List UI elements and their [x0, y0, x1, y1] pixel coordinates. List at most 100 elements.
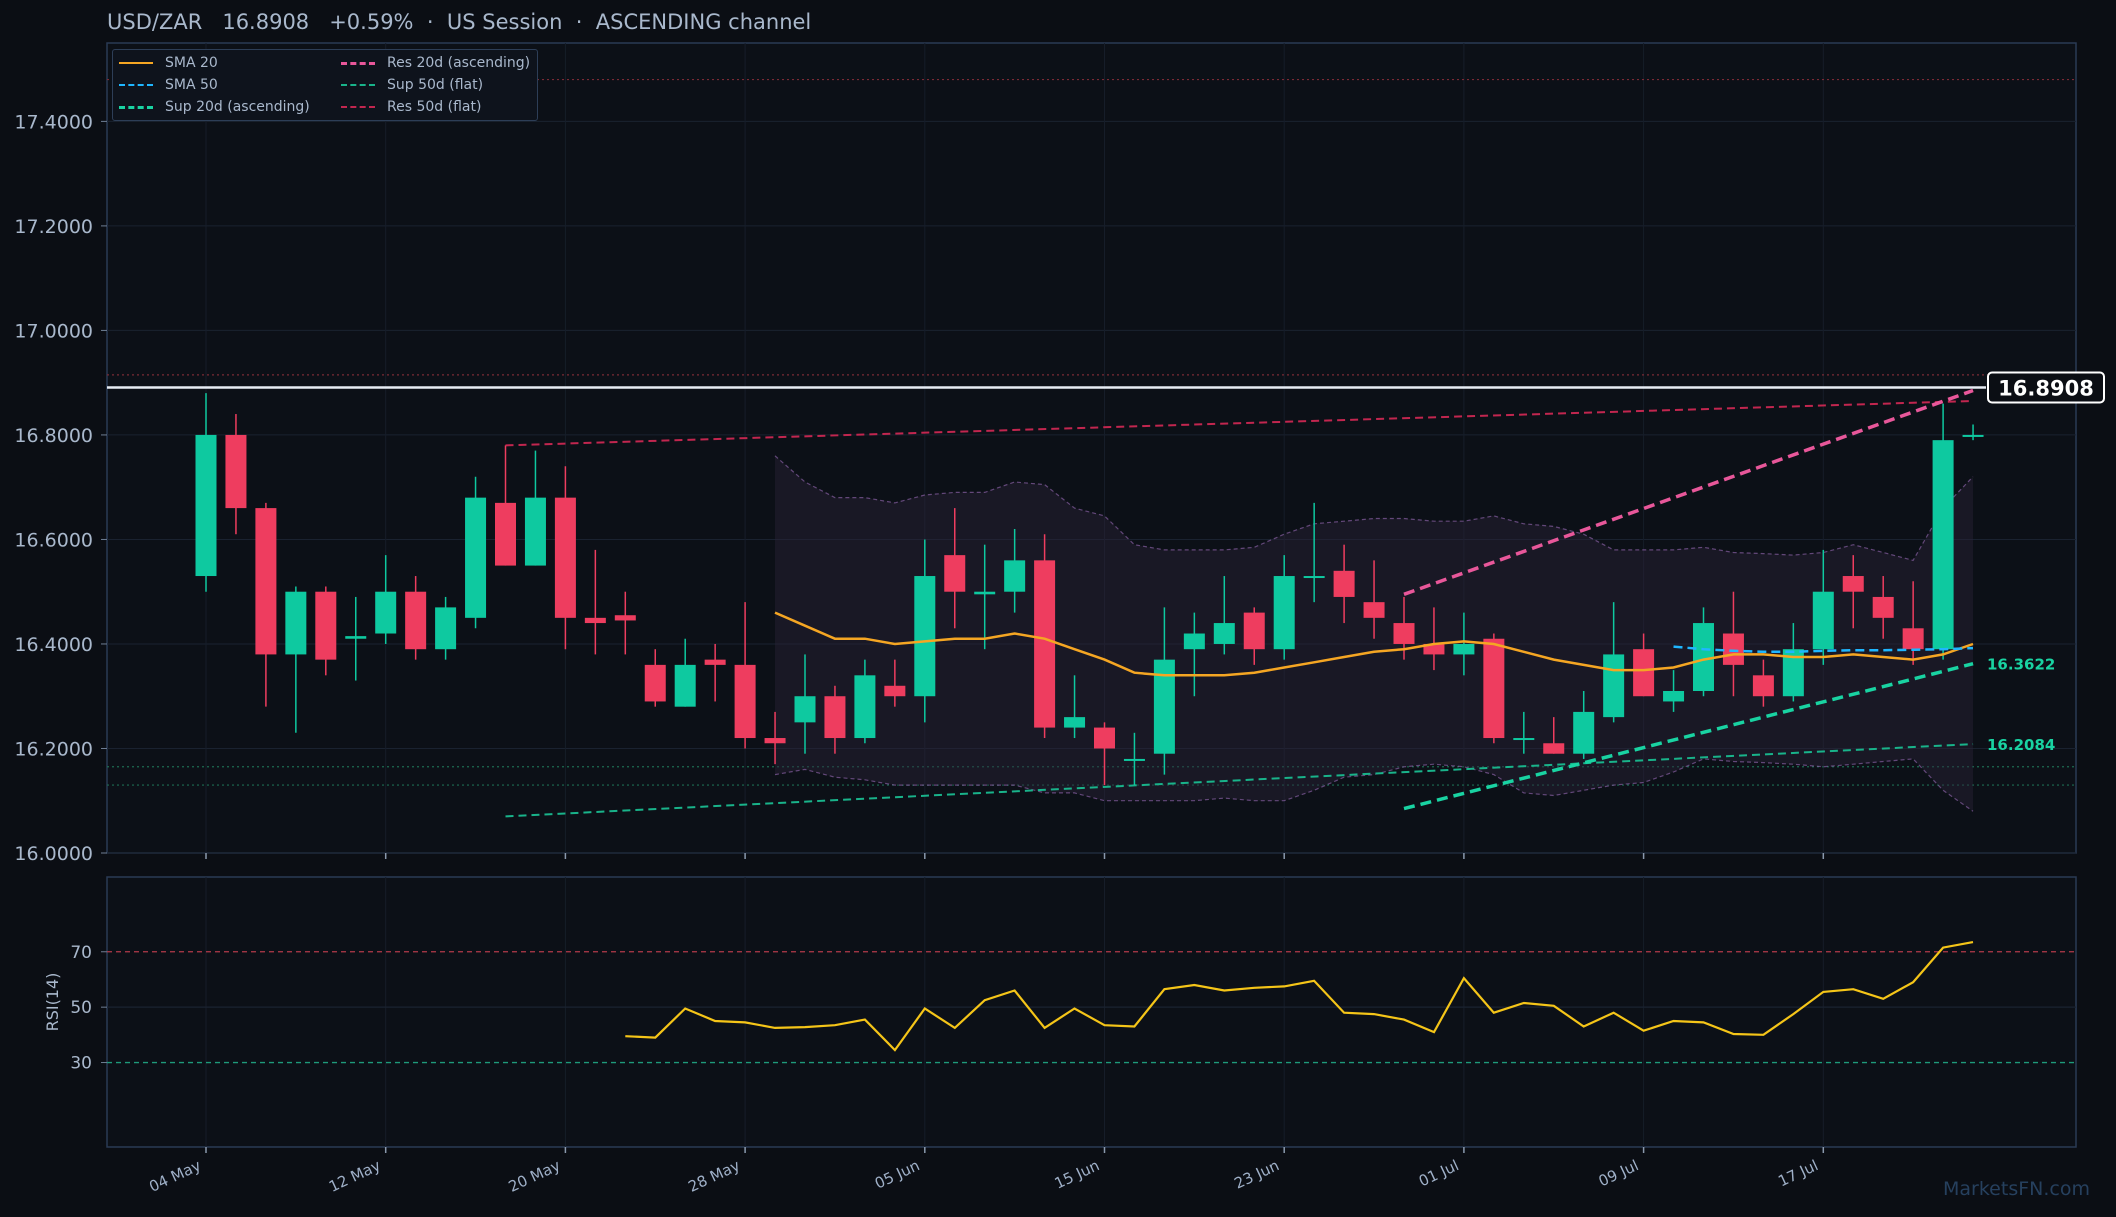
rsi-tick-label: 70: [70, 943, 92, 963]
candle-bear: [495, 445, 516, 566]
candle-body: [974, 591, 996, 595]
candle-body: [1034, 560, 1056, 728]
x-tick-label: 05 Jun: [872, 1156, 922, 1192]
candle-bull: [465, 476, 487, 629]
candle-bear: [1363, 560, 1385, 639]
candle-bear: [255, 502, 277, 707]
y-tick-label: 16.6000: [14, 529, 93, 551]
last-price-badge: [1987, 371, 2105, 404]
x-tick-label: 17 Jul: [1775, 1156, 1821, 1190]
candle-body: [674, 664, 696, 707]
candle-bull: [195, 393, 217, 592]
candle-body: [824, 696, 846, 739]
sup-20d-label: 16.3622: [1987, 656, 2055, 674]
candle-bear: [1752, 659, 1774, 707]
candle-bull: [1573, 691, 1595, 759]
rsi-line: [625, 941, 1974, 1052]
y-tick-label: 16.4000: [14, 634, 93, 656]
candle-bear: [1543, 717, 1565, 754]
candle-body: [554, 497, 576, 618]
candle-body: [1243, 612, 1265, 650]
rsi-tick-label: 30: [70, 1054, 92, 1074]
candle-bear: [225, 414, 247, 535]
candle-body: [225, 434, 247, 509]
candle-body: [584, 617, 606, 624]
candle-body: [255, 508, 277, 655]
x-tick-label: 01 Jul: [1416, 1156, 1462, 1190]
rsi-axis-label: RSI(14): [43, 973, 62, 1032]
candle-body: [884, 685, 906, 697]
candle-bull: [974, 544, 996, 650]
y-tick-label: 17.2000: [14, 216, 93, 238]
candle-body: [1932, 440, 1954, 650]
candle-bear: [704, 643, 726, 702]
candle-body: [614, 615, 636, 621]
last-price-label: 16.8908: [1998, 376, 2094, 400]
legend-swatch: [341, 106, 375, 108]
candle-body: [1333, 570, 1355, 597]
candle-bull: [1782, 623, 1804, 702]
legend-label: SMA 20: [165, 55, 218, 71]
legend-label: Res 20d (ascending): [387, 55, 531, 71]
candle-body: [944, 555, 966, 592]
candle-body: [1393, 623, 1415, 644]
candle-bear: [1333, 544, 1355, 624]
candle-body: [285, 591, 307, 655]
x-tick-label: 23 Jun: [1231, 1156, 1281, 1192]
candle-body: [794, 696, 816, 723]
candle-body: [495, 502, 516, 566]
candle-body: [1064, 717, 1086, 728]
candle-body: [1543, 743, 1565, 754]
candle-body: [1573, 711, 1595, 754]
x-tick-label: 28 May: [685, 1156, 742, 1196]
x-tick-label: 04 May: [146, 1156, 203, 1196]
y-tick-label: 16.0000: [14, 843, 93, 865]
candle-bear: [734, 602, 756, 749]
candle-bull: [1004, 529, 1026, 613]
candle-bear: [1483, 633, 1505, 744]
candle-bull: [1064, 675, 1086, 739]
candle-bull: [914, 539, 936, 723]
candle-bull: [1123, 732, 1145, 786]
candle-bull: [524, 450, 546, 566]
legend-swatch: [119, 106, 153, 109]
rsi-panel-frame: [106, 876, 2077, 1148]
candle-body: [734, 664, 756, 739]
res-50d-flat-line: [505, 399, 1974, 447]
rsi-tick-label: 50: [70, 998, 92, 1018]
candle-bull: [345, 596, 367, 681]
candle-bear: [824, 685, 846, 754]
res-20d-ascending-line: [1403, 388, 1974, 596]
candle-body: [345, 636, 367, 639]
candle-body: [1483, 638, 1505, 739]
sup-50d-label: 16.2084: [1987, 736, 2055, 754]
candle-bull: [1663, 670, 1685, 712]
candle-bull: [1273, 555, 1295, 660]
candle-bull: [285, 586, 307, 733]
legend-label: Sup 50d (flat): [387, 77, 484, 93]
candle-body: [1603, 654, 1625, 718]
candle-body: [195, 434, 217, 577]
candle-bear: [1722, 591, 1744, 697]
candle-body: [1693, 623, 1714, 691]
candle-bear: [1243, 607, 1265, 665]
rsi-panel: 30 50 70 RSI(14): [43, 876, 2077, 1148]
candle-bear: [944, 508, 966, 629]
candle-body: [764, 738, 786, 744]
candle-body: [1812, 591, 1834, 650]
y-tick-label: 16.2000: [14, 738, 93, 760]
candle-body: [375, 591, 397, 634]
candle-bear: [1094, 722, 1115, 786]
candle-body: [465, 497, 487, 618]
legend-swatch: [341, 84, 375, 86]
candle-bear: [644, 649, 666, 707]
candle-body: [1123, 758, 1145, 761]
x-tick-label: 09 Jul: [1596, 1156, 1642, 1190]
legend-label: Sup 20d (ascending): [165, 99, 310, 115]
candle-bull: [1513, 711, 1535, 754]
legend-swatch: [119, 62, 153, 64]
legend-label: Res 50d (flat): [387, 99, 482, 115]
candle-body: [1453, 643, 1475, 655]
candle-bear: [405, 576, 427, 660]
